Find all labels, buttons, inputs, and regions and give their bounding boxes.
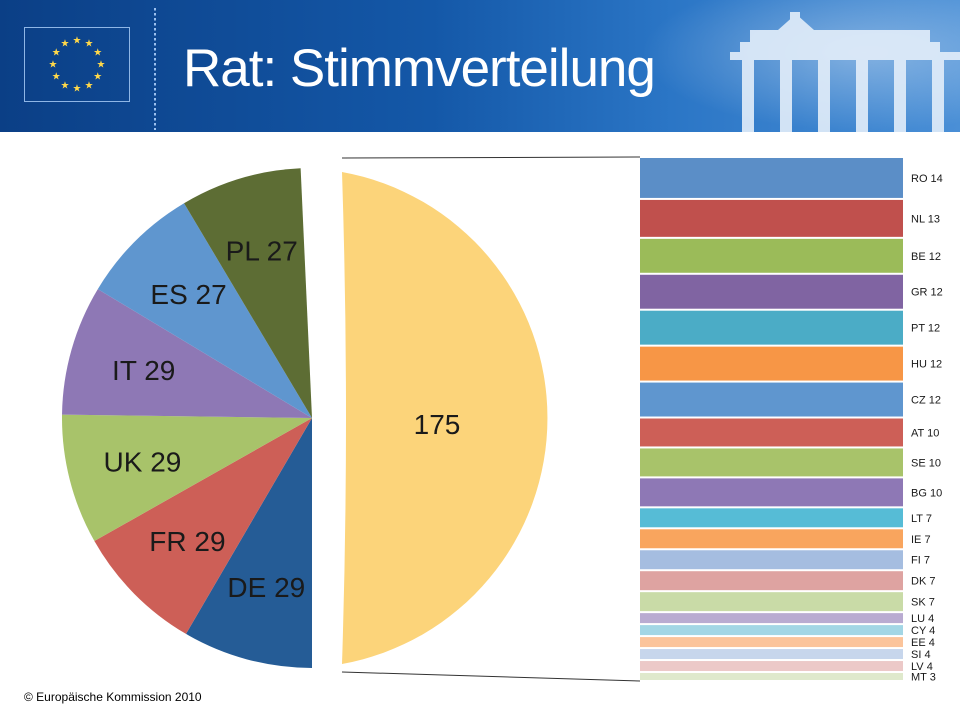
bar-segment-label: NL 13 <box>911 213 940 225</box>
bar-segment-label: BE 12 <box>911 251 941 263</box>
eu-star-icon: ★ <box>61 39 70 50</box>
eu-star-icon: ★ <box>97 60 106 71</box>
bar-segment <box>640 310 903 345</box>
bar-segment-label: PT 12 <box>911 323 940 335</box>
bar-segment <box>640 508 903 528</box>
bar-segment <box>640 613 903 624</box>
bar-segment-label: SK 7 <box>911 597 935 609</box>
bar-segment <box>640 661 903 672</box>
bar-segment <box>640 346 903 381</box>
pie-slice-label: UK 29 <box>104 446 182 477</box>
pie-slice <box>62 289 313 418</box>
bar-segment <box>640 550 903 570</box>
bar-segment-label: MT 3 <box>911 672 936 684</box>
pie-slice <box>94 418 312 634</box>
pie-slice-rest <box>342 172 548 664</box>
bar-segment <box>640 238 903 273</box>
eu-star-icon: ★ <box>85 39 94 50</box>
connector-line <box>341 156 641 159</box>
bar-segment-label: EE 4 <box>911 637 935 649</box>
bar-segment <box>640 418 903 447</box>
bar-segment-label: CY 4 <box>911 625 935 637</box>
bar-segment <box>640 448 903 477</box>
bar-segment <box>640 649 903 660</box>
bar-segment-label: DK 7 <box>911 576 935 588</box>
eu-star-icon: ★ <box>61 80 70 91</box>
bar-segment-label: HU 12 <box>911 359 942 371</box>
bar-segment <box>640 199 903 237</box>
eu-flag-icon: ★ ★ ★ ★ ★ ★ ★ ★ ★ ★ ★ ★ <box>24 27 130 102</box>
bar-segment <box>640 529 903 549</box>
bar-segment <box>640 625 903 636</box>
bar-segment-label: RO 14 <box>911 173 943 185</box>
pie-slice-label: IT 29 <box>112 355 175 386</box>
bar-segment <box>640 673 903 680</box>
bar-segment-label: LV 4 <box>911 661 933 673</box>
bar-segment-label: LU 4 <box>911 613 934 625</box>
eu-star-icon: ★ <box>73 36 82 47</box>
bar-segment-label: FI 7 <box>911 555 930 567</box>
pie-slice <box>61 414 312 542</box>
copyright-footer: © Europäische Kommission 2010 <box>24 690 202 704</box>
eu-stars: ★ ★★★★★★★★★★★ <box>49 36 106 95</box>
pie-slice-label: 175 <box>414 409 461 440</box>
eu-star-icon: ★ <box>93 48 102 59</box>
header-divider <box>154 8 156 130</box>
bar-segment <box>640 592 903 612</box>
eu-star-icon: ★ <box>85 80 94 91</box>
bar-segment-label: BG 10 <box>911 487 942 499</box>
pie-slice <box>186 418 312 668</box>
eu-star-icon: ★ <box>52 48 61 59</box>
pie-slice <box>184 168 312 418</box>
bar-segment-label: LT 7 <box>911 513 932 525</box>
eu-star-icon: ★ <box>49 60 58 71</box>
eu-star-icon: ★ <box>93 72 102 83</box>
bar-segment <box>640 478 903 507</box>
bar-segment <box>640 637 903 648</box>
bar-segment <box>640 274 903 309</box>
pie-slice-label: ES 27 <box>150 279 226 310</box>
pie-slice-label: PL 27 <box>226 235 298 266</box>
bar-segment <box>640 158 903 198</box>
bar-segment-label: SI 4 <box>911 649 931 661</box>
pie-slice <box>97 203 313 418</box>
connector-line <box>341 671 641 682</box>
bar-segment-label: CZ 12 <box>911 395 941 407</box>
bar-segment-label: AT 10 <box>911 427 939 439</box>
page-title: Rat: Stimmverteilung <box>183 39 656 98</box>
eu-star-icon: ★ <box>52 72 61 83</box>
bar-segment <box>640 382 903 417</box>
pie-slice-label: FR 29 <box>149 526 225 557</box>
eu-star-icon: ★ <box>73 84 82 95</box>
bar-segment-label: SE 10 <box>911 457 941 469</box>
brandenburg-gate-icon <box>730 12 960 132</box>
pie-slice-label: DE 29 <box>227 572 305 603</box>
bar-segment-label: IE 7 <box>911 534 931 546</box>
bar-segment <box>640 571 903 591</box>
slide-header: ★ ★ ★ ★ ★ ★ ★ ★ ★ ★ ★ ★ Rat: Stimmverteilung <box>0 0 960 132</box>
bar-segment-label: GR 12 <box>911 287 943 299</box>
